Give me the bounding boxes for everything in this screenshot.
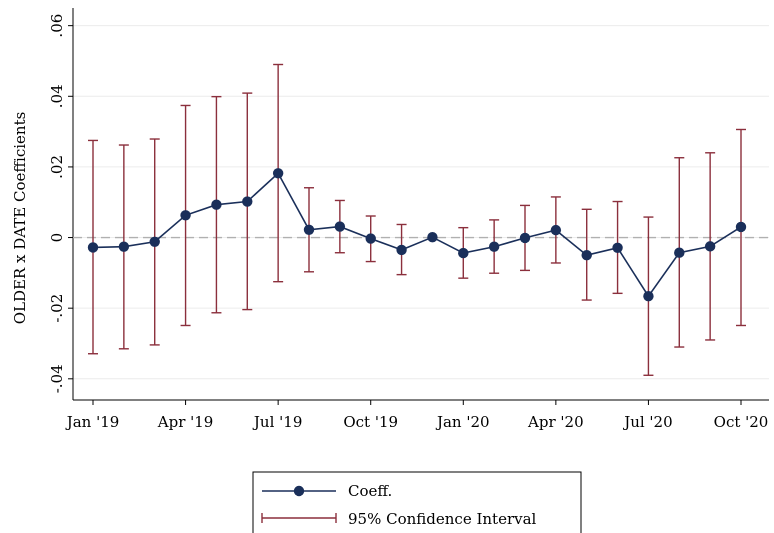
- x-tick-label: Oct '19: [343, 413, 398, 431]
- coefficient-point: [242, 196, 253, 207]
- x-tick-label: Apr '19: [157, 413, 214, 431]
- coefficient-points: [87, 168, 747, 302]
- coefficient-point: [334, 221, 346, 232]
- axes: [68, 8, 769, 405]
- coefficient-point: [643, 290, 654, 302]
- x-tick-label: Oct '20: [714, 413, 769, 431]
- x-tick-labels: Jan '19 Apr '19 Jul '19 Oct '19 Jan '20 Apr '…: [65, 413, 769, 431]
- coefficient-point: [674, 247, 685, 258]
- coefficient-point: [365, 233, 376, 244]
- legend-ci-label: 95% Confidence Interval: [348, 510, 537, 528]
- coefficient-point: [581, 250, 592, 261]
- y-tick-label: .06: [48, 14, 66, 38]
- x-tick-label: Apr '20: [527, 413, 584, 431]
- coefficient-point: [519, 232, 531, 244]
- coefficient-line: [92, 171, 742, 298]
- coefficient-point: [303, 224, 315, 235]
- coefficient-point: [118, 241, 130, 252]
- y-tick-label: -.02: [48, 294, 66, 323]
- coefficient-point: [180, 210, 191, 221]
- legend-box: [252, 471, 582, 533]
- coefficient-point: [149, 236, 160, 247]
- coefficient-point: [612, 242, 623, 253]
- coefficient-point: [735, 221, 747, 233]
- coefficient-point: [396, 244, 407, 256]
- legend-coeff-label: Coeff.: [348, 482, 392, 500]
- legend: Coeff. 95% Confidence Interval: [252, 471, 582, 533]
- x-tick-label: Jan '19: [65, 413, 120, 431]
- coefficient-point: [488, 241, 500, 252]
- gridlines: [73, 25, 769, 380]
- y-tick-label: 0: [48, 233, 66, 243]
- y-tick-label: -.04: [48, 364, 66, 393]
- x-tick-label: Jan '20: [435, 413, 490, 431]
- x-tick-label: Jul '19: [252, 413, 302, 431]
- coefficient-point: [427, 231, 438, 243]
- coefficient-point: [458, 247, 469, 259]
- legend-coeff-marker: [293, 485, 305, 497]
- coefficient-point: [87, 242, 99, 253]
- coefficient-polyline: [92, 171, 742, 298]
- coefficient-point: [272, 168, 284, 179]
- y-tick-labels: -.04 -.02 0 .02 .04 .06: [48, 14, 66, 394]
- y-tick-label: .02: [48, 155, 66, 179]
- y-tick-label: .04: [48, 84, 66, 108]
- coefficient-point: [704, 241, 716, 252]
- y-axis-title: OLDER x DATE Coefficients: [11, 112, 29, 325]
- coefficient-point: [550, 224, 562, 236]
- coefficient-point: [211, 199, 222, 210]
- x-tick-label: Jul '20: [622, 413, 672, 431]
